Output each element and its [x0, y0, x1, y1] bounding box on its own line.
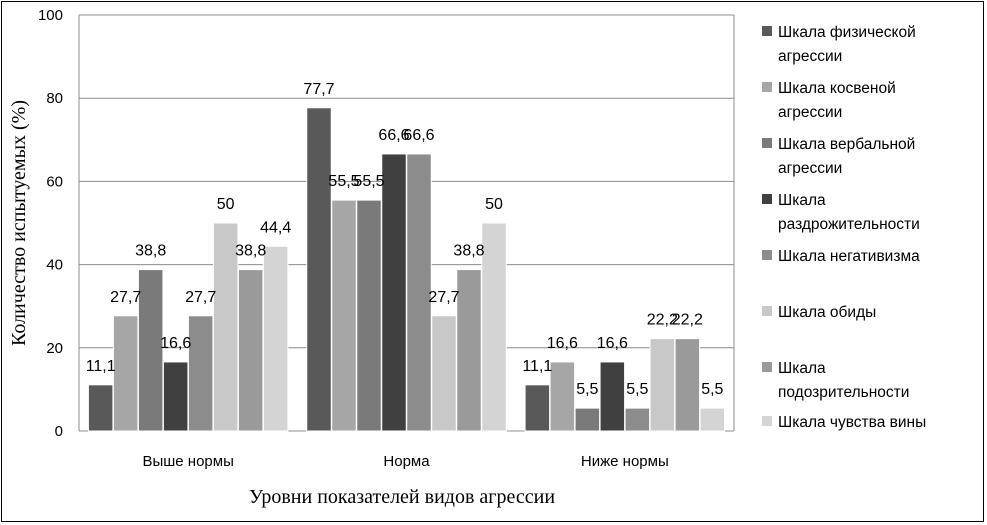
legend-swatch — [762, 26, 772, 36]
category-label: Норма — [383, 453, 430, 470]
legend-label: Шкала чувства вины — [778, 414, 926, 431]
data-label: 38,8 — [135, 243, 166, 260]
data-label: 38,8 — [453, 243, 484, 260]
data-label: 16,6 — [597, 335, 628, 352]
bars — [87, 107, 726, 432]
legend-swatch — [762, 362, 772, 372]
data-label: 11,1 — [86, 358, 116, 375]
legend-swatch — [762, 306, 772, 316]
data-label: 66,6 — [378, 127, 409, 144]
legend-label: Шкала — [778, 360, 826, 377]
legend-label: агрессии — [778, 48, 842, 65]
legend-swatch — [762, 82, 772, 92]
legend-label: Шкала физической — [778, 24, 916, 41]
data-label: 55,5 — [353, 173, 384, 190]
legend-swatch — [762, 250, 772, 260]
legend-label: Шкала обиды — [778, 304, 876, 321]
legend-swatch — [762, 194, 772, 204]
data-label: 55,5 — [328, 173, 359, 190]
data-label: 50 — [485, 196, 503, 213]
legend-swatch — [762, 416, 772, 426]
y-tick-labels: 0 20 40 60 80 100 — [38, 7, 63, 440]
bar — [137, 269, 164, 432]
category-label: Ниже нормы — [581, 453, 669, 470]
bar — [87, 384, 114, 432]
bar — [112, 315, 139, 432]
bar — [381, 153, 407, 432]
data-label: 22,2 — [672, 312, 703, 329]
bar — [549, 361, 576, 432]
category-labels: Выше нормы Норма Ниже нормы — [142, 453, 668, 470]
legend-swatch — [762, 138, 772, 148]
data-label: 27,7 — [428, 289, 459, 306]
bar — [599, 361, 626, 432]
bar — [187, 315, 214, 432]
bar — [406, 153, 432, 432]
data-label: 27,7 — [185, 289, 216, 306]
y-tick-label: 20 — [46, 340, 63, 357]
legend-label: Шкала — [778, 192, 826, 209]
data-label: 5,5 — [626, 381, 648, 398]
data-label: 11,1 — [522, 358, 552, 375]
bar — [574, 407, 601, 432]
bar — [624, 407, 651, 432]
y-tick-label: 0 — [55, 423, 63, 440]
bar — [524, 384, 551, 432]
legend-label: агрессии — [778, 104, 842, 121]
legend-label: раздрожительности — [778, 216, 920, 233]
bar — [212, 222, 239, 432]
bar — [431, 315, 457, 432]
legend-label: Шкала косвеной — [778, 80, 896, 97]
y-tick-label: 40 — [46, 257, 63, 274]
legend: Шкала физической агрессии Шкала косвеной аг… — [762, 24, 926, 431]
legend-label: подозрительности — [778, 384, 909, 401]
data-label: 22,2 — [647, 312, 678, 329]
y-tick-label: 80 — [46, 90, 63, 107]
data-label: 77,7 — [303, 81, 334, 98]
data-labels: 11,1 27,7 38,8 16,6 27,7 50 38,8 44,4 77,7 55,555… — [86, 81, 724, 398]
bar — [306, 107, 332, 432]
bar — [699, 407, 726, 432]
bar — [331, 199, 357, 432]
bar — [237, 269, 264, 432]
bar — [674, 338, 701, 432]
data-label: 66,6 — [403, 127, 434, 144]
legend-label: Шкала негативизма — [778, 248, 920, 265]
data-label: 16,6 — [160, 335, 191, 352]
y-tick-label: 100 — [38, 7, 63, 24]
y-axis-title: Количество испытуемых (%) — [8, 100, 30, 346]
legend-label: агрессии — [778, 160, 842, 177]
y-tick-label: 60 — [46, 173, 63, 190]
bar — [262, 245, 289, 432]
data-label: 27,7 — [110, 289, 141, 306]
x-axis-title: Уровни показателей видов агрессии — [249, 486, 555, 508]
category-label: Выше нормы — [142, 453, 233, 470]
data-label: 5,5 — [701, 381, 723, 398]
data-label: 38,8 — [235, 243, 266, 260]
bar — [356, 199, 382, 432]
bar — [649, 338, 676, 432]
data-label: 16,6 — [547, 335, 578, 352]
data-label: 50 — [217, 196, 235, 213]
bar — [481, 222, 507, 432]
data-label: 44,4 — [260, 219, 291, 236]
legend-label: Шкала вербальной — [778, 136, 915, 153]
bar — [456, 269, 482, 432]
data-label: 5,5 — [576, 381, 598, 398]
bar — [162, 361, 189, 432]
